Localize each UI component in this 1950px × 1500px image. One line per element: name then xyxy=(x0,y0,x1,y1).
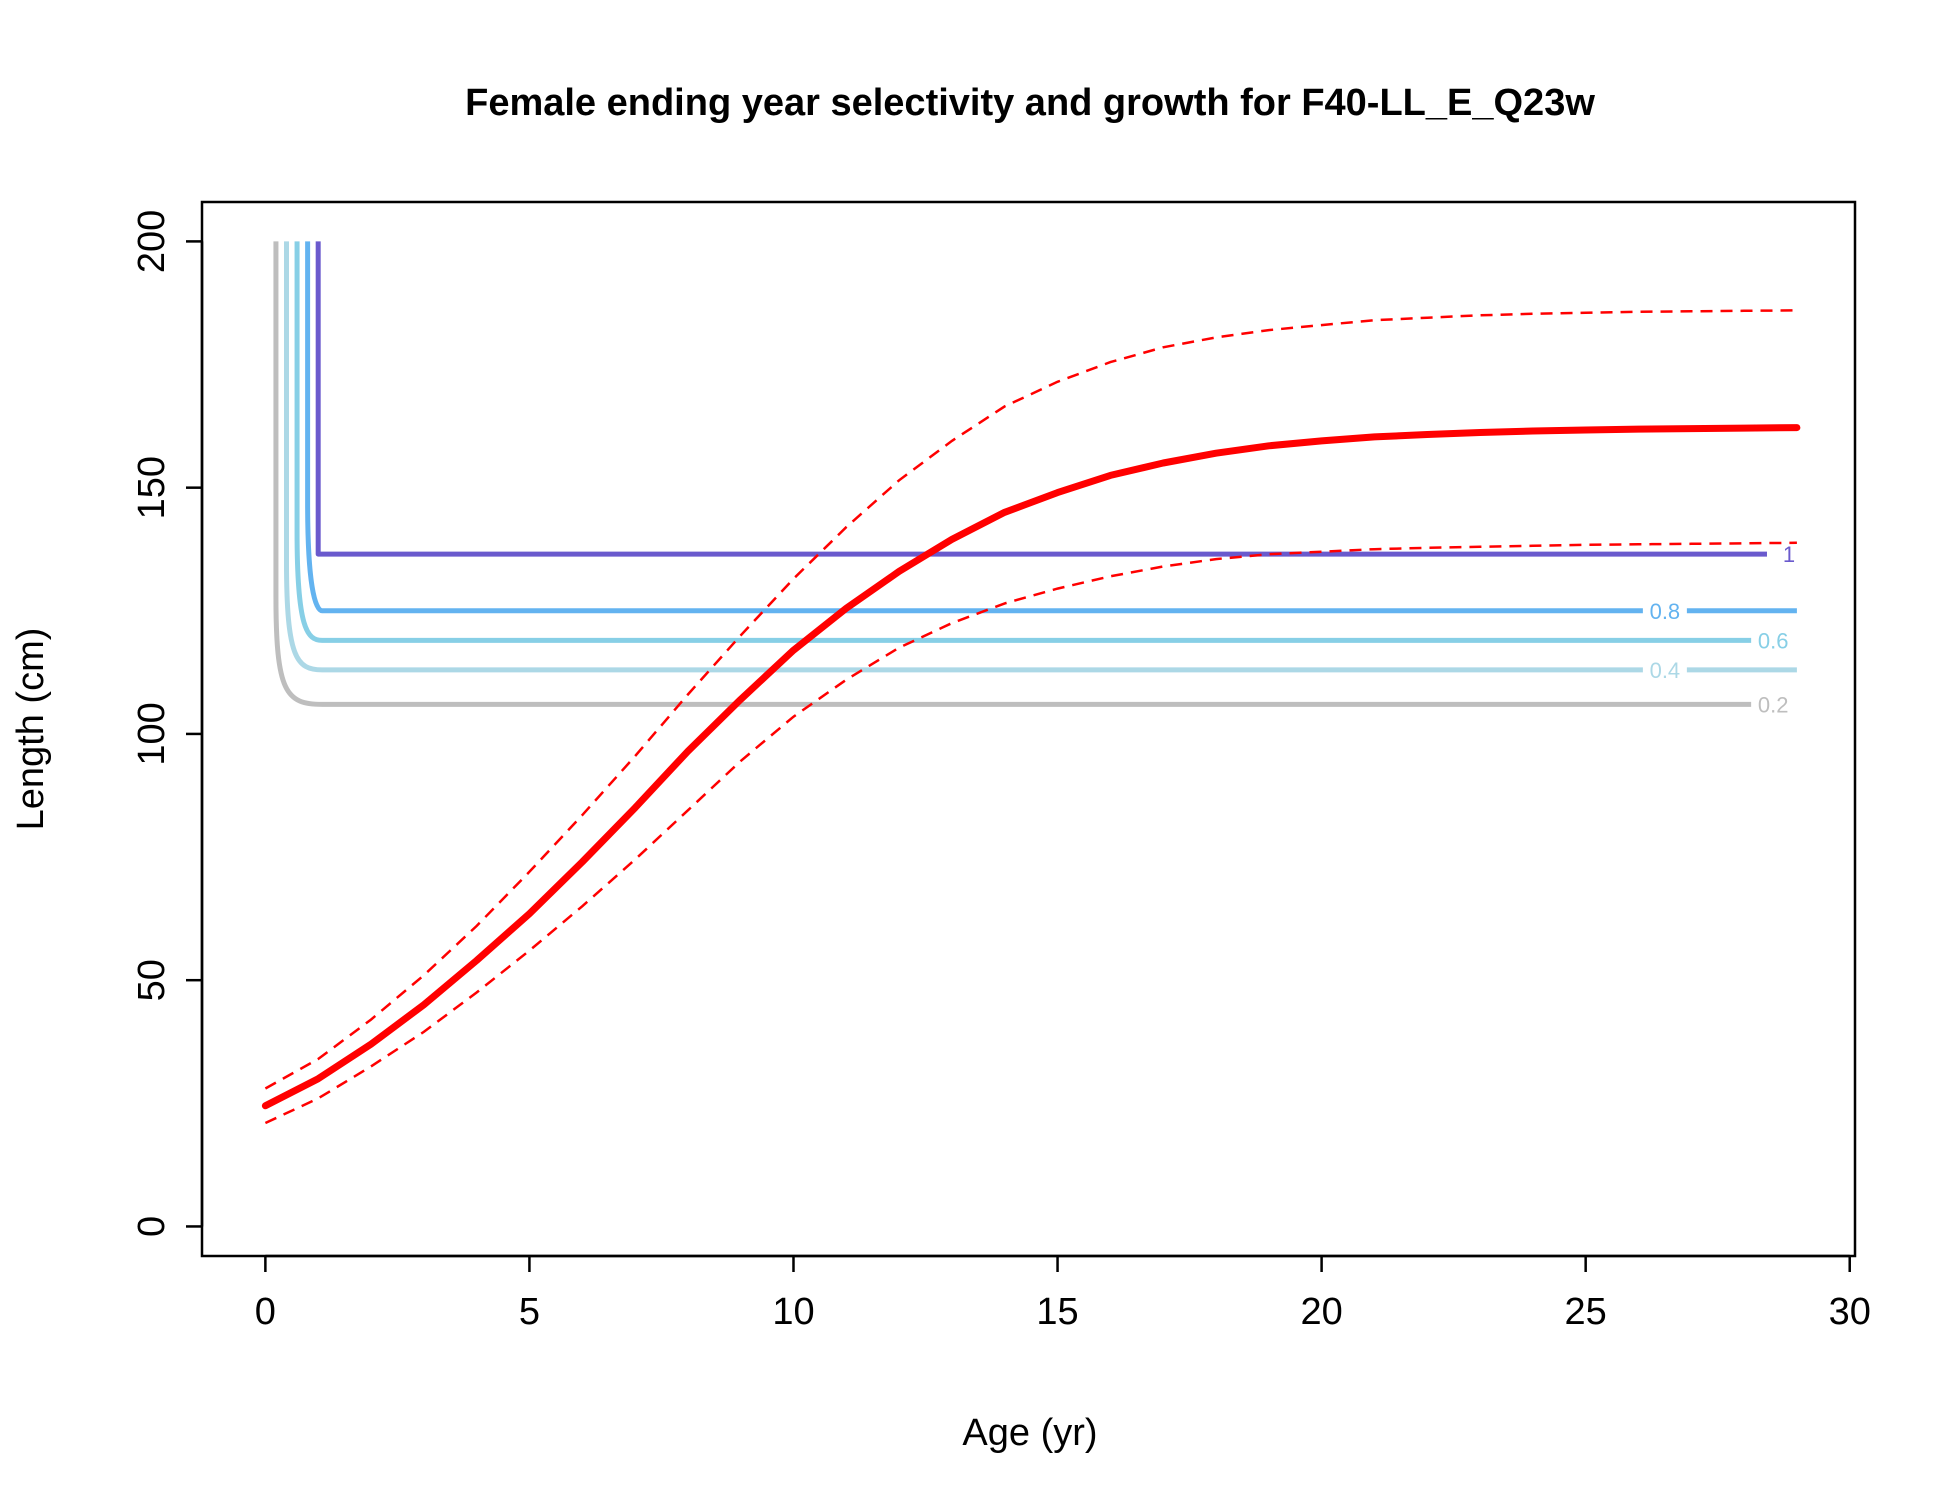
contour-label-bg xyxy=(1642,657,1687,682)
contour-label-bg xyxy=(1766,542,1811,567)
growth-mean-line xyxy=(261,424,1801,1110)
contour-label-1: 1 xyxy=(1783,542,1795,567)
x-tick-label: 0 xyxy=(255,1291,276,1333)
contour-label-bg xyxy=(1751,628,1796,653)
selectivity-contour-0.2 xyxy=(273,241,1755,707)
y-tick-label: 50 xyxy=(131,959,173,1001)
contour-label-bg xyxy=(1642,598,1687,623)
x-tick-label: 10 xyxy=(772,1291,814,1333)
selectivity-contour-1 xyxy=(315,241,1771,557)
contour-label-0.2: 0.2 xyxy=(1758,692,1789,717)
selectivity-contours: 0.2 0.4 0.6 0.8 1 xyxy=(273,241,1811,717)
x-tick-label: 30 xyxy=(1829,1291,1871,1333)
growth-upper-bound xyxy=(264,309,1797,1090)
selectivity-contour-0.8 xyxy=(305,241,1797,614)
x-tick-label: 15 xyxy=(1036,1291,1078,1333)
contour-label-0.6: 0.6 xyxy=(1758,628,1789,653)
x-tick-label: 5 xyxy=(519,1291,540,1333)
x-tick-label: 25 xyxy=(1565,1291,1607,1333)
contour-label-0.4: 0.4 xyxy=(1650,658,1681,683)
contour-label-bg xyxy=(1751,692,1796,717)
y-tick-label: 100 xyxy=(131,702,173,765)
growth-lower-bound xyxy=(264,541,1797,1125)
y-tick-label: 200 xyxy=(131,210,173,273)
x-tick-label: 20 xyxy=(1300,1291,1342,1333)
x-axis-title: Age (yr) xyxy=(962,1412,1097,1454)
contour-label-0.8: 0.8 xyxy=(1650,599,1681,624)
y-tick-label: 0 xyxy=(131,1216,173,1237)
plot-frame xyxy=(200,200,1857,1258)
y-axis-title: Length (cm) xyxy=(10,628,52,831)
selectivity-contour-0.6 xyxy=(294,241,1755,643)
selectivity-contour-0.4 xyxy=(283,241,1797,673)
chart-title: Female ending year selectivity and growt… xyxy=(465,82,1595,124)
y-axis: 0 50 100 150 200 xyxy=(131,210,204,1237)
y-tick-label: 150 xyxy=(131,456,173,519)
growth-curves xyxy=(261,309,1801,1125)
x-axis: 0 5 10 15 20 25 30 xyxy=(255,1254,1871,1333)
